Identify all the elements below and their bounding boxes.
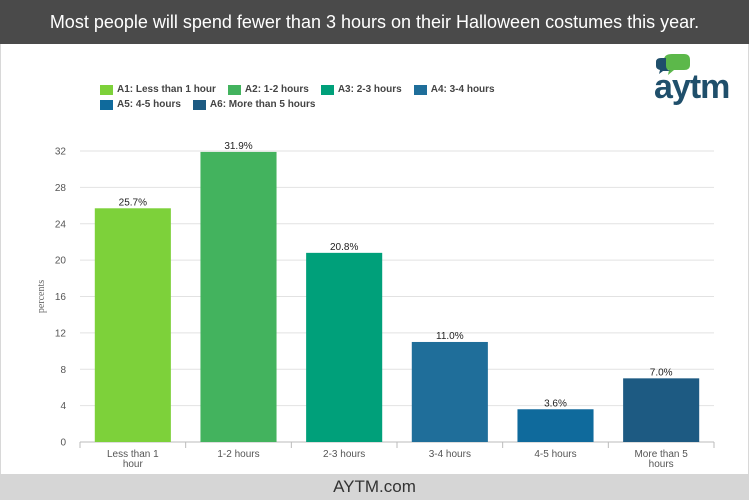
y-tick-label: 12 bbox=[55, 328, 67, 339]
legend-item: A5: 4-5 hours bbox=[100, 99, 181, 110]
category-label: 3-4 hours bbox=[429, 449, 471, 460]
speech-bubble-icon bbox=[656, 54, 690, 75]
legend-swatch bbox=[320, 84, 334, 95]
data-label: 3.6% bbox=[544, 398, 567, 409]
legend-label: A6: More than 5 hours bbox=[209, 99, 316, 110]
legend-label: A3: 2-3 hours bbox=[337, 84, 402, 95]
data-label: 7.0% bbox=[650, 367, 673, 378]
data-label: 11.0% bbox=[436, 331, 464, 342]
category-label: More than 5 bbox=[634, 449, 688, 460]
category-label: 1-2 hours bbox=[217, 449, 259, 460]
bar bbox=[623, 378, 700, 442]
legend-swatch bbox=[100, 99, 113, 110]
y-tick-label: 28 bbox=[55, 183, 67, 194]
y-tick-label: 32 bbox=[55, 147, 67, 158]
legend-swatch bbox=[100, 84, 113, 95]
legend-label: A4: 3-4 hours bbox=[430, 84, 495, 95]
category-label: Less than 1 bbox=[107, 449, 159, 460]
category-label: hour bbox=[123, 459, 144, 470]
category-label: 2-3 hours bbox=[323, 449, 365, 460]
category-label: hours bbox=[649, 459, 674, 470]
chart-title: Most people will spend fewer than 3 hour… bbox=[49, 12, 700, 32]
bar bbox=[517, 409, 594, 442]
data-label: 25.7% bbox=[119, 197, 147, 208]
legend-label: A2: 1-2 hours bbox=[244, 84, 309, 95]
bar bbox=[200, 151, 277, 443]
y-axis-label: percents bbox=[36, 280, 47, 313]
bar bbox=[306, 252, 383, 442]
y-tick-label: 20 bbox=[55, 256, 67, 267]
footer: AYTM.com bbox=[0, 474, 749, 500]
footer-site: AYTM.com bbox=[333, 477, 416, 496]
legend-item: A4: 3-4 hours bbox=[413, 84, 495, 95]
y-tick-label: 24 bbox=[55, 219, 67, 230]
legend-swatch bbox=[192, 99, 206, 110]
legend-item: A6: More than 5 hours bbox=[192, 99, 316, 110]
legend-label: A5: 4-5 hours bbox=[117, 99, 181, 110]
y-tick-label: 0 bbox=[60, 438, 66, 449]
logo-wordmark: aytm bbox=[654, 68, 730, 106]
legend-swatch bbox=[227, 84, 241, 95]
y-tick-label: 8 bbox=[60, 365, 66, 376]
legend-row: A5: 4-5 hours A6: More than 5 hours bbox=[100, 97, 620, 112]
bar bbox=[411, 341, 488, 442]
y-tick-label: 4 bbox=[60, 401, 66, 412]
data-label: 31.9% bbox=[224, 141, 252, 152]
chart-legend: A1: Less than 1 hour A2: 1-2 hours A3: 2-3… bbox=[100, 82, 620, 112]
category-label: 4-5 hours bbox=[534, 449, 576, 460]
data-label: 20.8% bbox=[330, 242, 358, 253]
aytm-logo bbox=[656, 54, 690, 75]
legend-swatch bbox=[413, 84, 427, 95]
legend-item: A3: 2-3 hours bbox=[320, 84, 402, 95]
y-tick-label: 16 bbox=[55, 292, 67, 303]
legend-item: A1: Less than 1 hour bbox=[100, 84, 216, 95]
legend-row: A1: Less than 1 hour A2: 1-2 hours A3: 2-3… bbox=[100, 82, 620, 97]
bar bbox=[94, 208, 171, 442]
chart-header: Most people will spend fewer than 3 hour… bbox=[0, 0, 749, 44]
legend-label: A1: Less than 1 hour bbox=[117, 84, 216, 95]
legend-item: A2: 1-2 hours bbox=[227, 84, 309, 95]
